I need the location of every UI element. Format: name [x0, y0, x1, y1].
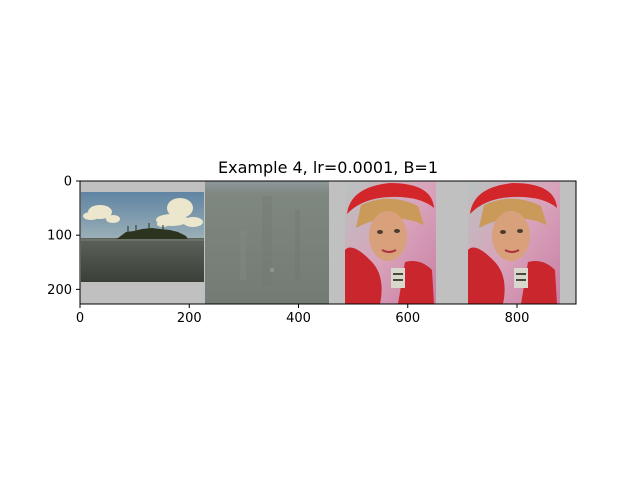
panel-generated-output: [205, 181, 329, 304]
tree-shapes: [127, 223, 164, 233]
y-tick-label: 0: [64, 175, 72, 190]
x-tick-label: 400: [286, 311, 311, 326]
cloud-shapes: [83, 198, 203, 227]
panel-input-landscape: [80, 181, 205, 304]
y-axis: 0 100 200: [47, 175, 80, 298]
x-tick-label: 800: [505, 311, 530, 326]
axes-frame: [79, 180, 577, 305]
x-tick-label: 0: [76, 311, 84, 326]
panel-target-portrait: [329, 181, 452, 304]
x-axis: 0 200 400 600 800: [76, 304, 530, 326]
x-tick-label: 600: [395, 311, 420, 326]
chart-title: Example 4, lr=0.0001, B=1: [218, 158, 438, 177]
y-tick-label: 100: [47, 229, 72, 244]
image-panels: [80, 181, 576, 304]
x-tick-label: 200: [177, 311, 202, 326]
panel-reference-portrait: [452, 181, 576, 304]
y-tick-label: 200: [47, 283, 72, 298]
